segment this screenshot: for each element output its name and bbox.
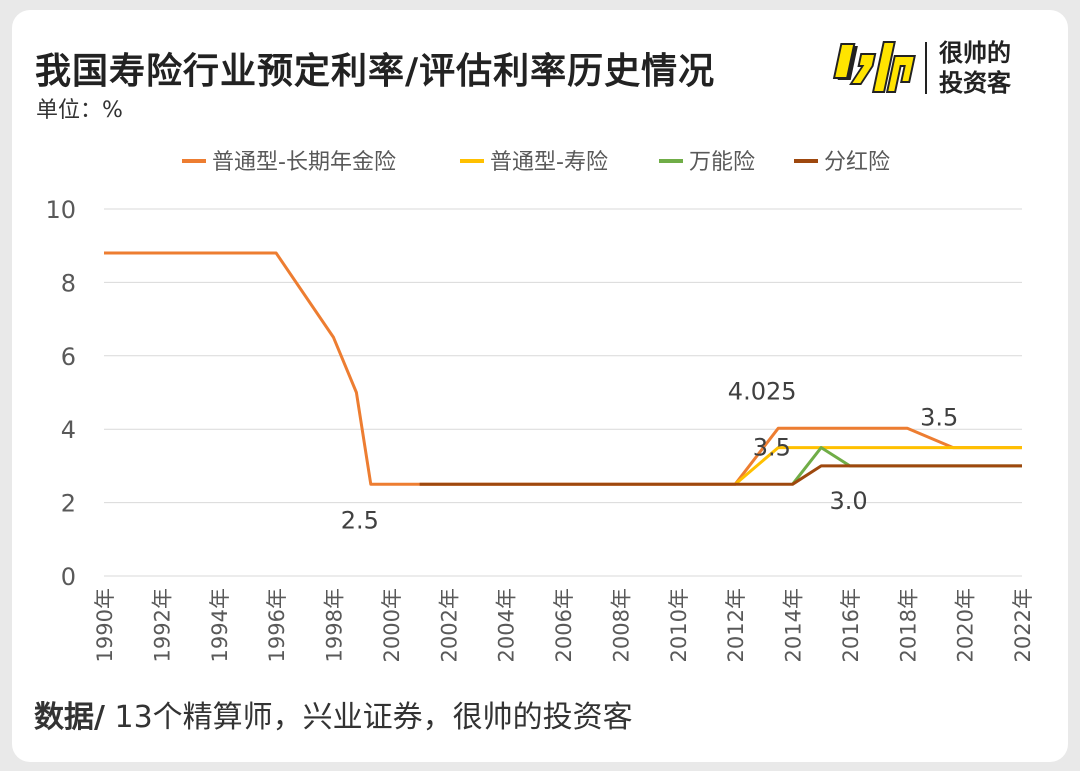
y-tick-label: 2	[61, 490, 76, 518]
series-line	[419, 464, 1022, 486]
chart-title: 我国寿险行业预定利率/评估利率历史情况	[35, 51, 716, 92]
brand-logo-icon	[832, 41, 916, 93]
x-tick-label: 2000年	[380, 588, 404, 662]
footer-source-text: 13个精算师，兴业证券，很帅的投资客	[104, 700, 633, 735]
x-tick-label: 1998年	[323, 588, 347, 662]
x-tick-label: 2012年	[724, 588, 748, 662]
legend-label: 普通型-长期年金险	[212, 150, 396, 175]
x-tick-label: 2002年	[437, 588, 461, 662]
series-line	[104, 251, 1022, 486]
unit-label: 单位：%	[36, 98, 123, 123]
x-tick-label: 1992年	[150, 588, 174, 662]
footer-label: 数据/	[34, 700, 105, 735]
x-tick-label: 2022年	[1011, 588, 1035, 662]
x-tick-label: 2014年	[782, 588, 806, 662]
data-label: 4.025	[728, 377, 797, 405]
x-tick-label: 2004年	[495, 588, 519, 662]
x-tick-label: 2010年	[667, 588, 691, 662]
brand-line-1: 很帅的	[939, 39, 1011, 67]
chart-legend: 普通型-长期年金险 普通型-寿险 万能险 分红险	[182, 150, 890, 175]
chart-annotations: 2.5 4.025 3.5 3.5 3.0	[341, 377, 959, 534]
x-tick-label: 2016年	[839, 588, 863, 662]
chart-grid	[104, 208, 1022, 577]
x-tick-label: 1990年	[93, 588, 117, 662]
data-label: 3.0	[829, 487, 867, 515]
data-label: 3.5	[920, 404, 958, 432]
x-tick-label: 2020年	[954, 588, 978, 662]
x-tick-label: 1996年	[265, 588, 289, 662]
series-line	[734, 446, 1022, 486]
legend-label: 普通型-寿险	[490, 150, 608, 175]
y-tick-label: 6	[61, 343, 76, 371]
y-tick-label: 0	[61, 563, 76, 591]
brand-line-2: 投资客	[939, 69, 1011, 97]
footer-source: 数据/ 13个精算师，兴业证券，很帅的投资客	[34, 692, 633, 736]
x-tick-label: 1994年	[208, 588, 232, 662]
legend-label: 万能险	[689, 150, 755, 175]
x-tick-label: 2008年	[609, 588, 633, 662]
x-axis-ticks: 1990年 1992年 1994年 1996年 1998年 2000年 2002年 2004年…	[93, 588, 1035, 662]
data-label: 2.5	[341, 506, 379, 534]
chart-card	[12, 10, 1068, 762]
y-axis-ticks: 0 2 4 6 8 10	[45, 196, 76, 591]
chart-series	[104, 251, 1022, 486]
y-tick-label: 8	[61, 269, 76, 297]
y-tick-label: 4	[61, 416, 76, 444]
data-label: 3.5	[753, 434, 791, 462]
legend-label: 分红险	[824, 150, 890, 175]
brand-name: 很帅的 投资客	[939, 38, 1011, 98]
x-tick-label: 2018年	[896, 588, 920, 662]
x-tick-label: 2006年	[552, 588, 576, 662]
y-tick-label: 10	[45, 196, 76, 224]
brand-divider	[925, 42, 927, 94]
